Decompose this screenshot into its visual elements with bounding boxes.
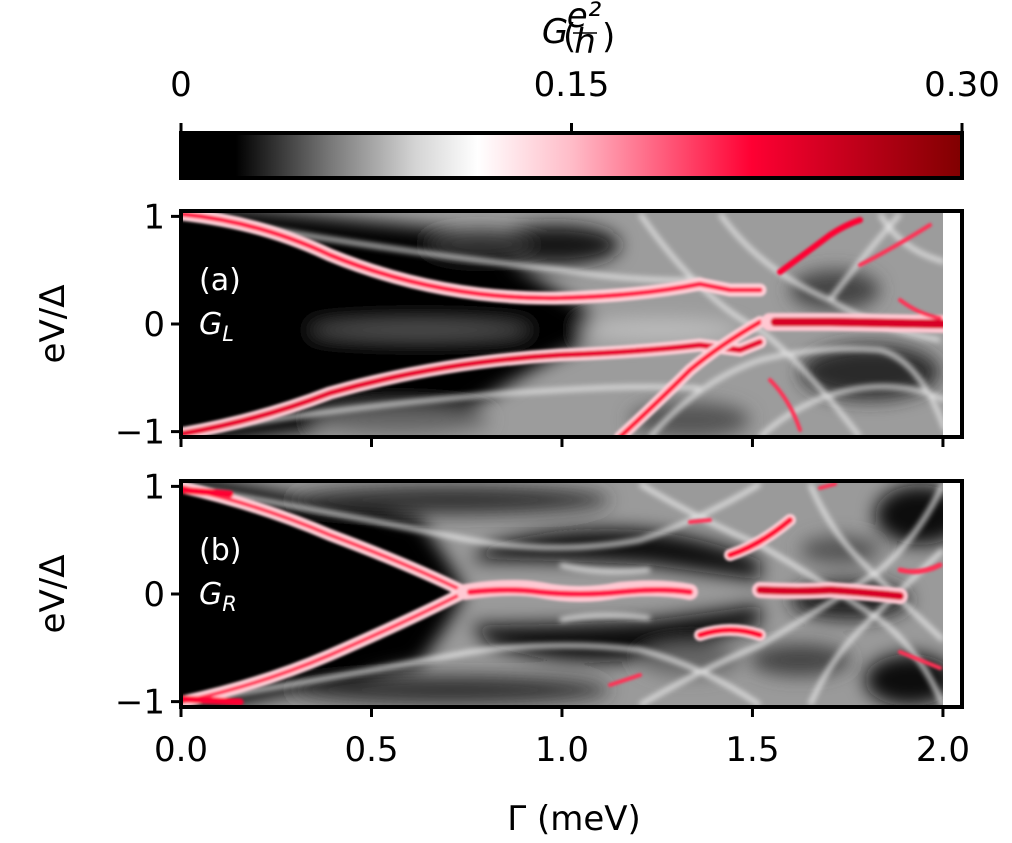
heatmap-a-shading [181, 211, 940, 437]
colorbar: 0 0.15 0.30 G ( ) e² h [170, 0, 1000, 180]
colorbar-tick-label-2: 0.30 [924, 65, 1000, 105]
heatmap-b-right-margin [943, 481, 962, 707]
y-tick-label-2: −1 [115, 683, 165, 723]
x-tick-label-0: 0.0 [154, 730, 208, 770]
panel-b: (b) GR eV/Δ 1 0 −1 0.0 0.5 1.0 1.5 2.0 Γ (meV) [33, 467, 970, 839]
axes-a-ticks: 1 0 −1 [115, 197, 945, 453]
y-tick-label-1: 0 [143, 575, 165, 615]
x-tick-label-3: 1.5 [725, 730, 779, 770]
axes-b-ylabel: eV/Δ [33, 555, 73, 634]
panel-b-quantity-sub: R [222, 592, 237, 616]
panel-b-label: (b) [199, 533, 241, 568]
y-tick-label-1: 0 [143, 305, 165, 345]
colorbar-tick-label-1: 0.15 [534, 65, 610, 105]
y-tick-label-0: 1 [143, 197, 165, 237]
axes-a-ylabel: eV/Δ [33, 285, 73, 364]
panel-a: (a) GL eV/Δ 1 0 −1 [33, 197, 964, 453]
colorbar-label-numerator: e² [567, 0, 602, 36]
heatmap-a [181, 211, 962, 437]
colorbar-tick-label-0: 0 [170, 65, 192, 105]
heatmap-b-faint-ridges [181, 482, 945, 707]
colorbar-gradient [179, 131, 964, 180]
colorbar-label: G [542, 12, 568, 52]
y-tick-label-0: 1 [143, 467, 165, 507]
x-tick-label-1: 0.5 [344, 730, 398, 770]
heatmap-b-ridges [181, 481, 943, 707]
panel-a-quantity-sub: L [222, 322, 234, 346]
panel-a-quantity-symbol: G [199, 307, 222, 342]
panel-a-label: (a) [199, 263, 241, 298]
axes-b-ticks: 1 0 −1 0.0 0.5 1.0 1.5 2.0 [115, 467, 970, 770]
panel-b-quantity: GR [199, 577, 237, 616]
heatmap-a-right-margin [943, 211, 962, 437]
colorbar-label-paren-right: ) [602, 17, 615, 57]
y-tick-label-2: −1 [115, 413, 165, 453]
colorbar-label-denominator: h [574, 22, 596, 62]
axes-b-xlabel: Γ (meV) [507, 799, 641, 839]
x-tick-label-2: 1.0 [535, 730, 589, 770]
x-tick-label-4: 2.0 [916, 730, 970, 770]
colorbar-ticks: 0 0.15 0.30 [170, 65, 1000, 133]
panel-a-quantity: GL [199, 307, 234, 346]
panel-b-quantity-symbol: G [199, 577, 222, 612]
colorbar-label-paren-left: ( [563, 17, 576, 57]
heatmap-a-ridges [181, 211, 952, 437]
heatmap-b [181, 481, 962, 707]
colorbar-label-symbol: G [542, 12, 568, 52]
heatmap-b-shading [181, 481, 962, 707]
